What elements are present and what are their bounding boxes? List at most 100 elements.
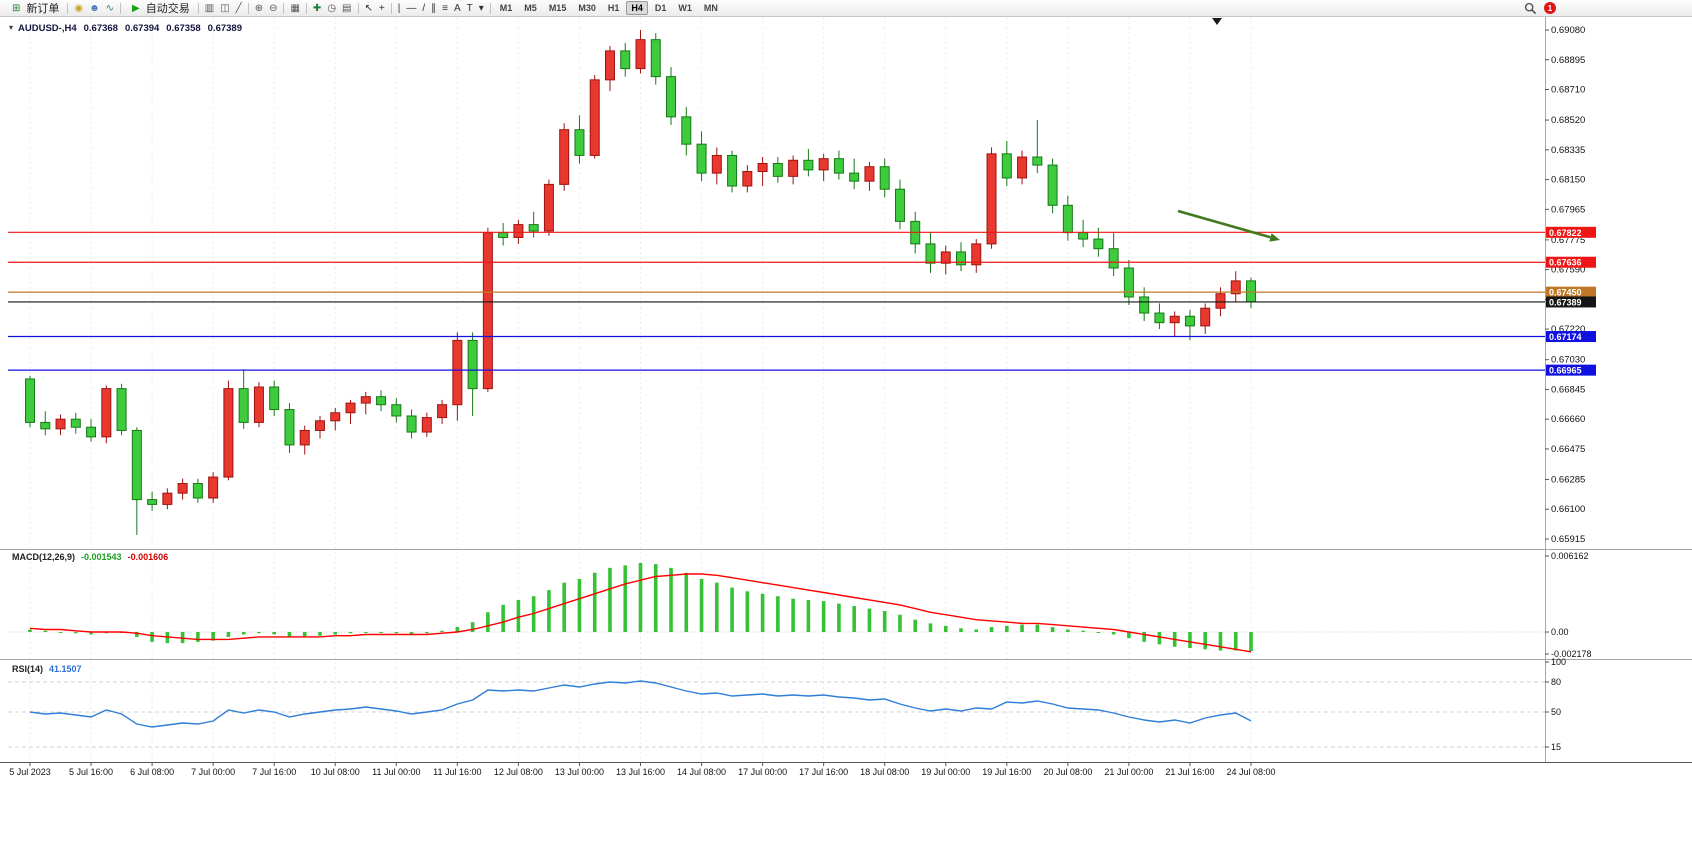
toolbar-separator (247, 2, 249, 14)
crosshair-icon[interactable]: + (378, 2, 385, 14)
timeframe-w1-button[interactable]: W1 (678, 3, 692, 13)
toolbar-separator (489, 2, 491, 14)
svg-text:21 Jul 16:00: 21 Jul 16:00 (1165, 767, 1214, 777)
svg-text:0.00: 0.00 (1551, 627, 1569, 637)
autotrade-button[interactable]: ▶ 自动交易 (124, 1, 195, 16)
rsi-label: RSI(14) (12, 664, 44, 674)
bar-chart-icon[interactable]: ▥ (204, 2, 215, 14)
timeframe-m1-button[interactable]: M1 (499, 3, 513, 13)
collapse-ohlc-icon[interactable]: ▾ (9, 23, 14, 32)
toolbar: ⊞ 新订单 ◉ ☻ ∿ ▶ 自动交易 ▥ ◫ ╱ ⊕ ⊖ ▦ ✚ ◷ ▤ ↖ + | — / ∥ ≡ A T ▾ M1 M5 M15 M3… (0, 0, 1692, 17)
search-icon[interactable] (1524, 2, 1537, 15)
svg-text:0.68335: 0.68335 (1551, 145, 1585, 156)
rsi-value: 41.1507 (49, 664, 82, 674)
timeframe-m30-button[interactable]: M30 (578, 3, 596, 13)
timeframe-mn-button[interactable]: MN (703, 3, 718, 13)
svg-text:0.67965: 0.67965 (1551, 204, 1585, 215)
text-label-icon[interactable]: T (466, 2, 473, 14)
arrows-icon[interactable]: ▾ (478, 2, 484, 14)
toolbar-left-group: ⊞ 新订单 ◉ ☻ ∿ ▶ 自动交易 ▥ ◫ ╱ ⊕ ⊖ ▦ ✚ ◷ ▤ ↖ + | — / ∥ ≡ A T ▾ M1 M5 M15 M3… (4, 0, 724, 16)
svg-text:100: 100 (1551, 657, 1566, 667)
tile-windows-icon[interactable]: ▦ (290, 2, 300, 14)
price-tag-0.67636 (1546, 256, 1596, 268)
open-value: 0.67368 (83, 23, 118, 34)
svg-text:80: 80 (1551, 677, 1561, 687)
rsi-axis[interactable]: 100 80 50 15 (1545, 657, 1566, 752)
notification-badge[interactable]: 1 (1544, 2, 1556, 14)
toolbar-separator (120, 2, 122, 14)
toolbar-right-group: 1 (1524, 2, 1688, 15)
text-icon[interactable]: A (453, 2, 461, 14)
timeframe-m15-button[interactable]: M15 (548, 3, 567, 13)
svg-text:0.67174: 0.67174 (1549, 332, 1582, 342)
new-order-button-label: 新订单 (26, 3, 60, 15)
svg-text:17 Jul 00:00: 17 Jul 00:00 (738, 767, 787, 777)
price-level-lines[interactable] (8, 231, 1545, 371)
timeframe-h4-button[interactable]: H4 (626, 1, 648, 15)
price-tag-0.67174 (1546, 331, 1596, 343)
price-tag-0.66965 (1546, 364, 1596, 376)
svg-text:0.68520: 0.68520 (1551, 115, 1585, 126)
svg-text:0.68895: 0.68895 (1551, 55, 1585, 66)
svg-text:0.67775: 0.67775 (1551, 235, 1585, 246)
signals-icon[interactable]: ∿ (105, 2, 115, 14)
periods-icon[interactable]: ◷ (327, 2, 337, 14)
toolbar-separator (305, 2, 307, 14)
toolbar-separator (197, 2, 199, 14)
toolbar-separator (67, 2, 69, 14)
svg-text:20 Jul 08:00: 20 Jul 08:00 (1043, 767, 1092, 777)
svg-text:11 Jul 16:00: 11 Jul 16:00 (433, 767, 481, 777)
horizontal-line-icon[interactable]: — (406, 2, 417, 14)
equidistant-channel-icon[interactable]: ∥ (431, 2, 437, 14)
toolbar-separator (390, 2, 392, 14)
svg-text:0.67636: 0.67636 (1549, 258, 1582, 268)
new-order-button-icon: ⊞ (12, 2, 21, 14)
price-tag-0.67822 (1546, 226, 1596, 238)
svg-text:0.66965: 0.66965 (1549, 366, 1582, 376)
time-axis[interactable]: 5 Jul 2023 5 Jul 16:00 6 Jul 08:00 7 Jul 00… (9, 762, 1276, 777)
zoom-out-icon[interactable]: ⊖ (269, 2, 278, 14)
macd-plot (28, 562, 1253, 653)
svg-text:0.67220: 0.67220 (1551, 324, 1585, 335)
new-order-button[interactable]: ⊞ 新订单 (4, 1, 64, 16)
indicators-icon[interactable]: ✚ (312, 2, 322, 14)
toolbar-separator (357, 2, 359, 14)
line-chart-icon[interactable]: ╱ (235, 2, 242, 14)
fibonacci-icon[interactable]: ≡ (442, 2, 448, 14)
svg-text:7 Jul 16:00: 7 Jul 16:00 (252, 767, 296, 777)
svg-text:5 Jul 16:00: 5 Jul 16:00 (69, 767, 113, 777)
svg-text:0.67450: 0.67450 (1549, 288, 1582, 298)
quotes-icon[interactable]: ◉ (74, 2, 84, 14)
svg-text:0.66285: 0.66285 (1551, 474, 1585, 485)
price-tag-0.67389 (1546, 296, 1596, 308)
timeframe-d1-button[interactable]: D1 (654, 3, 667, 13)
chart-shift-marker[interactable] (1212, 18, 1222, 25)
macd-axis[interactable]: 0.006162 0.00 -0.002178 (1545, 551, 1592, 659)
svg-text:0.69080: 0.69080 (1551, 25, 1585, 36)
high-value: 0.67394 (124, 23, 160, 34)
timeframe-h1-button[interactable]: H1 (607, 3, 620, 13)
price-axis[interactable]: 0.69080 0.68895 0.68710 0.68520 0.68335 0.681… (1545, 25, 1596, 545)
trend-arrow-annotation[interactable] (1177, 209, 1280, 242)
toolbar-separator (283, 2, 285, 14)
candlestick-chart-icon[interactable]: ◫ (220, 2, 230, 14)
rsi-plot (29, 680, 1252, 728)
svg-text:7 Jul 00:00: 7 Jul 00:00 (191, 767, 235, 777)
svg-text:12 Jul 08:00: 12 Jul 08:00 (494, 767, 543, 777)
svg-text:5 Jul 2023: 5 Jul 2023 (9, 767, 51, 777)
macd-signal-value: -0.001606 (127, 552, 169, 562)
community-icon[interactable]: ☻ (89, 2, 100, 14)
vertical-line-icon[interactable]: | (397, 2, 401, 14)
svg-text:0.68710: 0.68710 (1551, 85, 1585, 96)
timeframe-m5-button[interactable]: M5 (524, 3, 537, 13)
cursor-icon[interactable]: ↖ (364, 2, 373, 14)
svg-text:6 Jul 08:00: 6 Jul 08:00 (130, 767, 174, 777)
templates-icon[interactable]: ▤ (342, 2, 352, 14)
trendline-icon[interactable]: / (422, 2, 426, 14)
symbol-period-label: AUDUSD-,H4 (18, 23, 77, 34)
svg-text:21 Jul 00:00: 21 Jul 00:00 (1104, 767, 1153, 777)
svg-text:0.66475: 0.66475 (1551, 444, 1585, 455)
zoom-in-icon[interactable]: ⊕ (254, 2, 264, 14)
